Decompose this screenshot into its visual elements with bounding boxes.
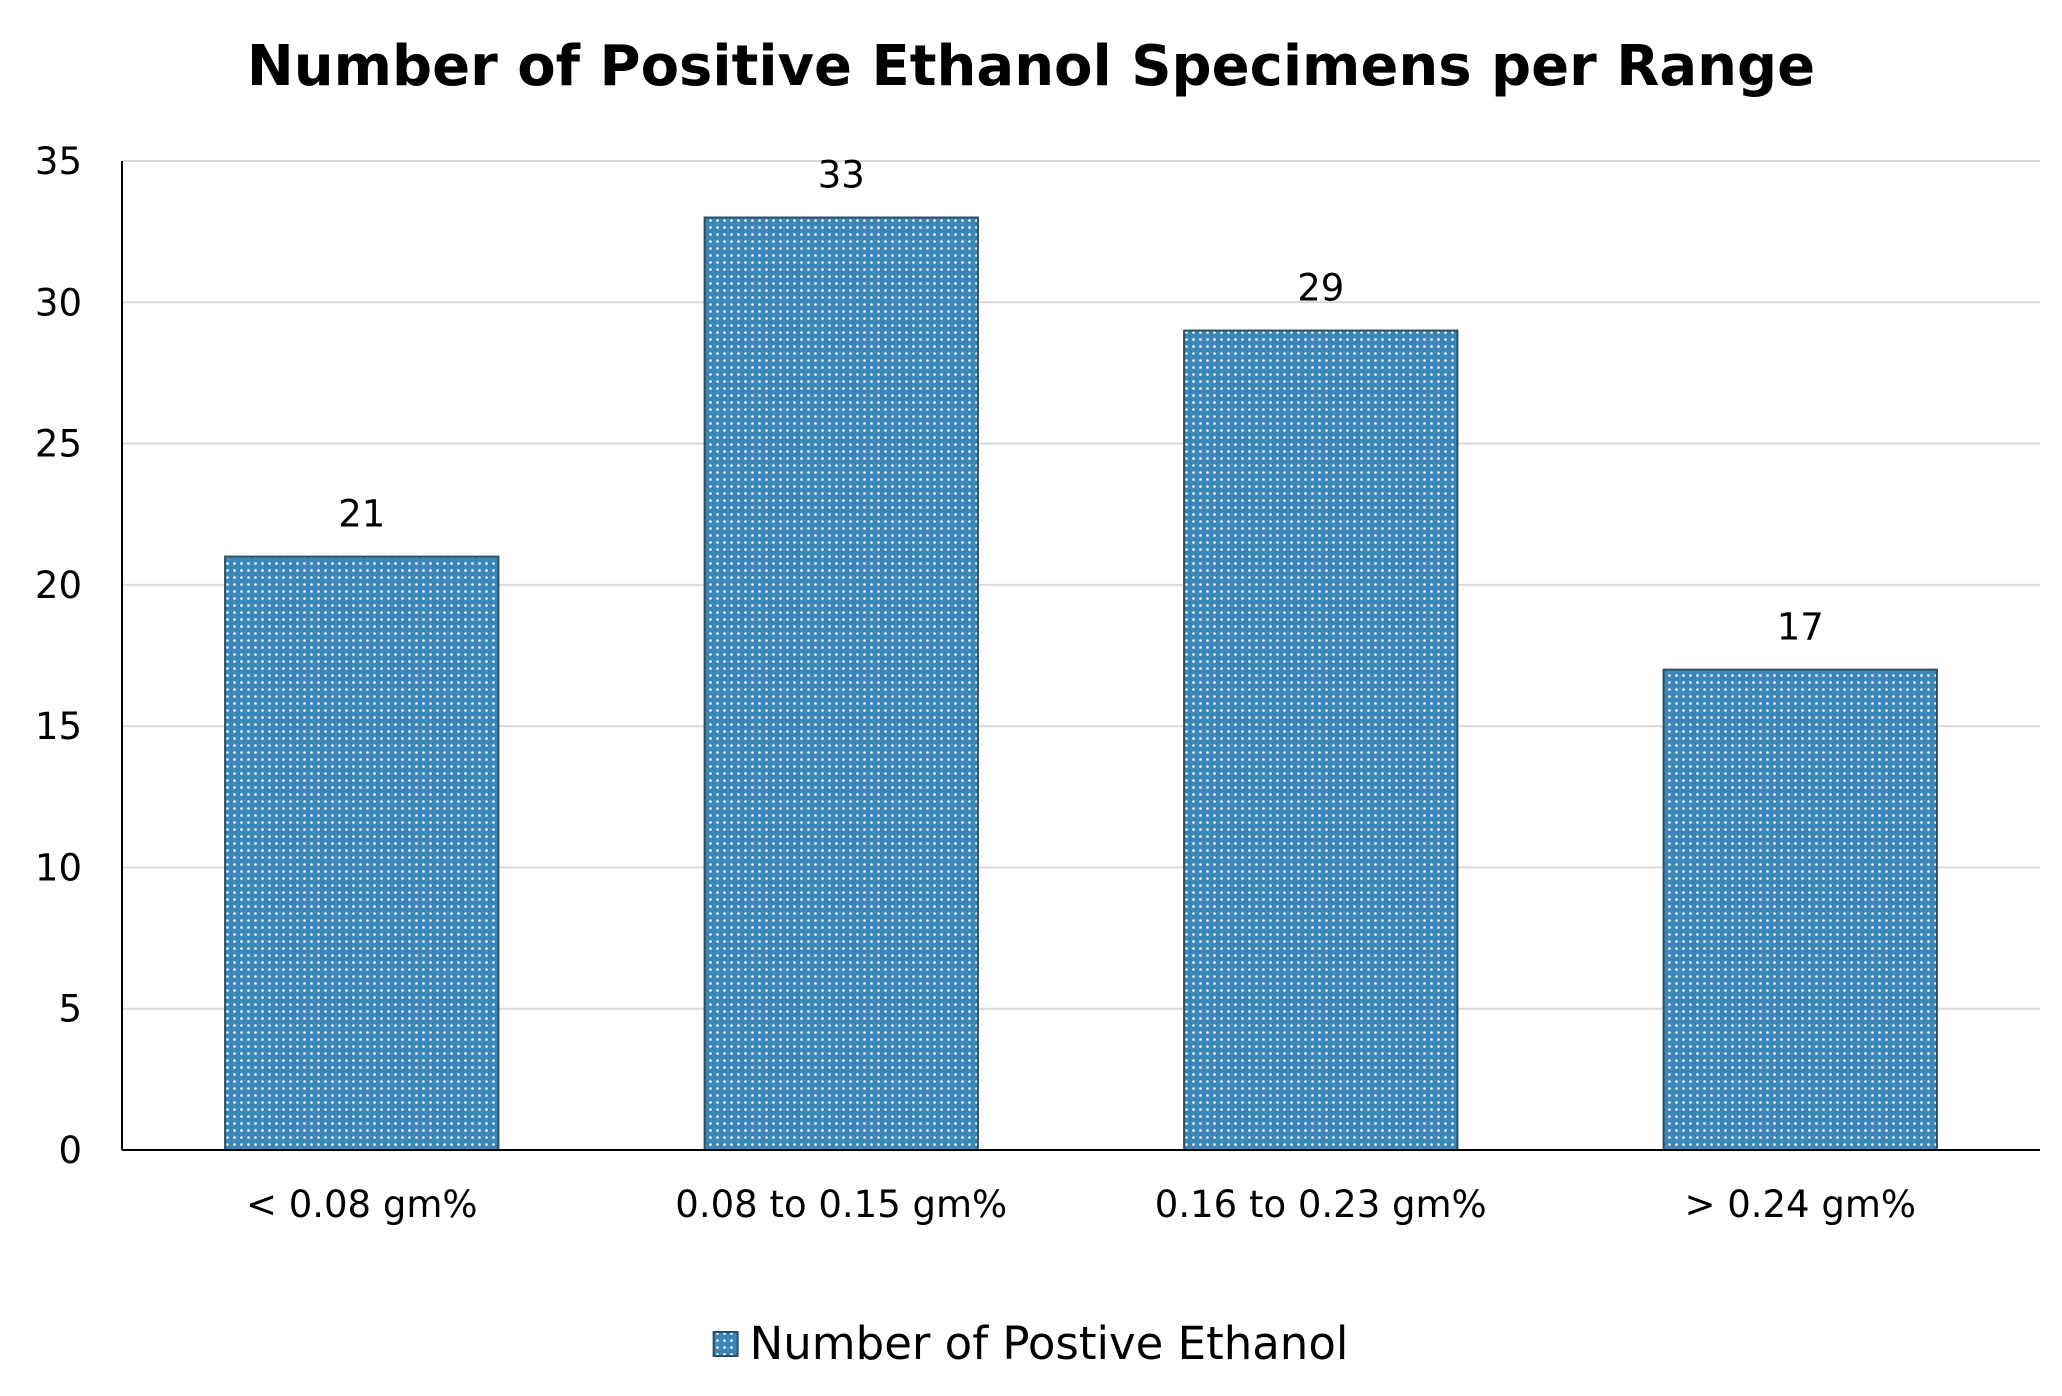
chart-title: Number of Positive Ethanol Specimens per…: [246, 34, 1816, 99]
x-tick-label: 0.16 to 0.23 gm%: [1155, 1183, 1487, 1226]
labels: 0 5 10 15 20 25 30 35 21 < 0.08 gm% 33 0.08 to 0.15…: [35, 140, 1916, 1226]
y-tick-label: 15: [35, 705, 82, 748]
y-tick-label: 30: [35, 281, 82, 324]
y-tick-label: 10: [35, 846, 82, 889]
bar: [703, 216, 979, 1151]
y-tick-label: 0: [58, 1129, 82, 1172]
legend-label: Number of Postive Ethanol: [750, 1317, 1349, 1370]
y-tick-label: 25: [35, 423, 82, 466]
bars: [224, 216, 1938, 1152]
x-tick-label: > 0.24 gm%: [1684, 1183, 1916, 1226]
data-label: 21: [338, 493, 385, 536]
data-label: 29: [1297, 267, 1344, 310]
bar: [224, 555, 500, 1151]
bar: [1662, 668, 1938, 1152]
data-label: 17: [1777, 606, 1824, 649]
y-tick-label: 20: [35, 564, 82, 607]
x-tick-label: 0.08 to 0.15 gm%: [675, 1183, 1007, 1226]
y-tick-label: 5: [58, 988, 82, 1031]
data-label: 33: [818, 154, 865, 197]
legend-swatch: [712, 1331, 739, 1357]
x-tick-label: < 0.08 gm%: [246, 1183, 478, 1226]
axes: [121, 161, 2040, 1151]
bar: [1183, 329, 1459, 1151]
legend: Number of Postive Ethanol: [712, 1317, 1349, 1370]
y-tick-label: 35: [35, 140, 82, 183]
